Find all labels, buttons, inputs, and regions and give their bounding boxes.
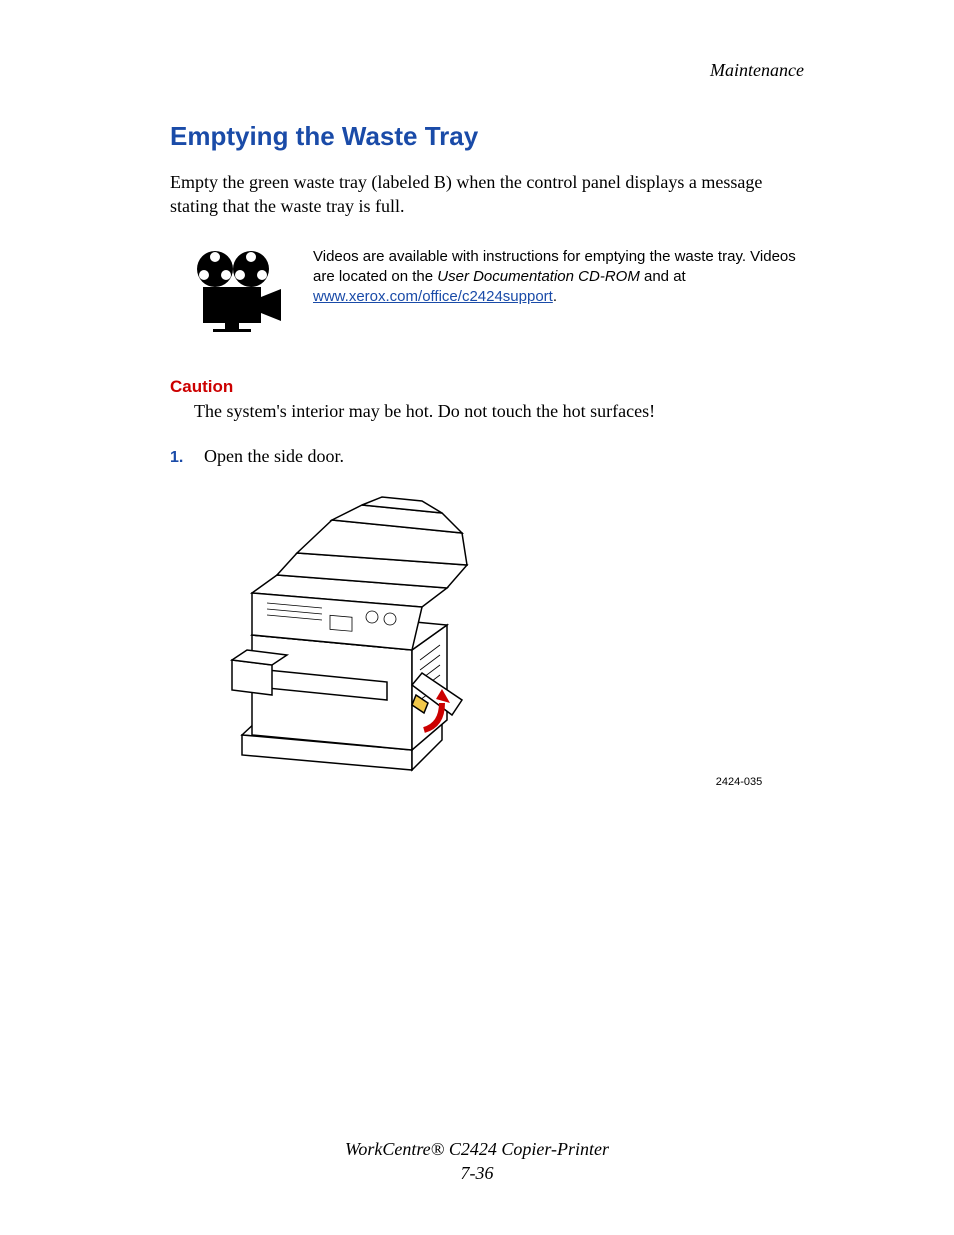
caution-heading: Caution (170, 377, 804, 397)
video-note-text: Videos are available with instructions f… (313, 247, 804, 308)
page-footer: WorkCentre® C2424 Copier-Printer 7-36 (0, 1138, 954, 1185)
step-1: 1. Open the side door. (170, 446, 804, 467)
caution-block: Caution The system's interior may be hot… (170, 377, 804, 422)
footer-page-number: 7-36 (0, 1162, 954, 1185)
manual-page: Maintenance Emptying the Waste Tray Empt… (0, 0, 954, 1235)
video-note-row: Videos are available with instructions f… (185, 247, 804, 337)
film-projector-icon (185, 247, 285, 337)
video-note-mid: and at (640, 268, 686, 285)
intro-paragraph: Empty the green waste tray (labeled B) w… (170, 170, 804, 219)
step-number: 1. (170, 449, 192, 467)
video-note-cdrom: User Documentation CD-ROM (437, 268, 640, 285)
support-link[interactable]: www.xerox.com/office/c2424support (313, 288, 553, 305)
printer-figure: 2424-035 (170, 485, 804, 790)
video-note-after: . (553, 288, 557, 305)
footer-product: WorkCentre® C2424 Copier-Printer (0, 1138, 954, 1161)
caution-body: The system's interior may be hot. Do not… (194, 401, 804, 422)
figure-caption: 2424-035 (716, 776, 763, 788)
printer-illustration (212, 485, 492, 785)
running-header: Maintenance (170, 60, 804, 81)
section-title: Emptying the Waste Tray (170, 121, 804, 152)
step-text: Open the side door. (204, 446, 344, 467)
